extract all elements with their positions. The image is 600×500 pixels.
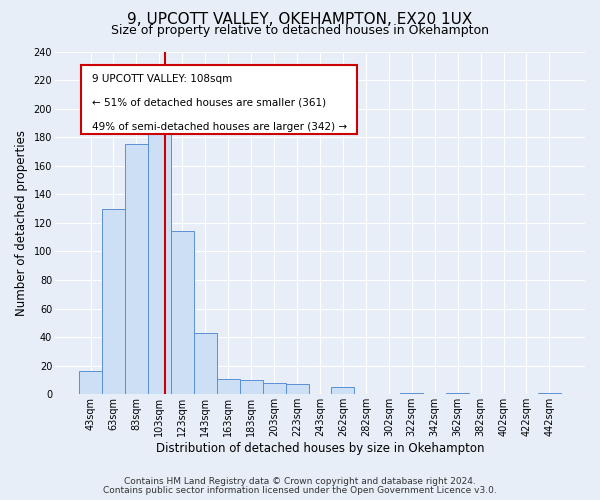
Bar [263,383,286,394]
Bar [446,393,469,394]
Bar [171,232,194,394]
FancyBboxPatch shape [82,65,357,134]
Text: Contains HM Land Registry data © Crown copyright and database right 2024.: Contains HM Land Registry data © Crown c… [124,477,476,486]
Bar [217,378,239,394]
X-axis label: Distribution of detached houses by size in Okehampton: Distribution of detached houses by size … [156,442,484,455]
Bar [286,384,308,394]
Bar [79,372,102,394]
Bar [102,208,125,394]
Text: 9 UPCOTT VALLEY: 108sqm: 9 UPCOTT VALLEY: 108sqm [92,74,232,84]
Bar [194,333,217,394]
Text: ← 51% of detached houses are smaller (361): ← 51% of detached houses are smaller (36… [92,98,326,108]
Text: 49% of semi-detached houses are larger (342) →: 49% of semi-detached houses are larger (… [92,122,347,132]
Bar [538,393,561,394]
Text: Contains public sector information licensed under the Open Government Licence v3: Contains public sector information licen… [103,486,497,495]
Y-axis label: Number of detached properties: Number of detached properties [15,130,28,316]
Text: Size of property relative to detached houses in Okehampton: Size of property relative to detached ho… [111,24,489,37]
Bar [331,387,355,394]
Bar [125,144,148,394]
Bar [148,127,171,394]
Text: 9, UPCOTT VALLEY, OKEHAMPTON, EX20 1UX: 9, UPCOTT VALLEY, OKEHAMPTON, EX20 1UX [127,12,473,28]
Bar [239,380,263,394]
Bar [400,393,423,394]
